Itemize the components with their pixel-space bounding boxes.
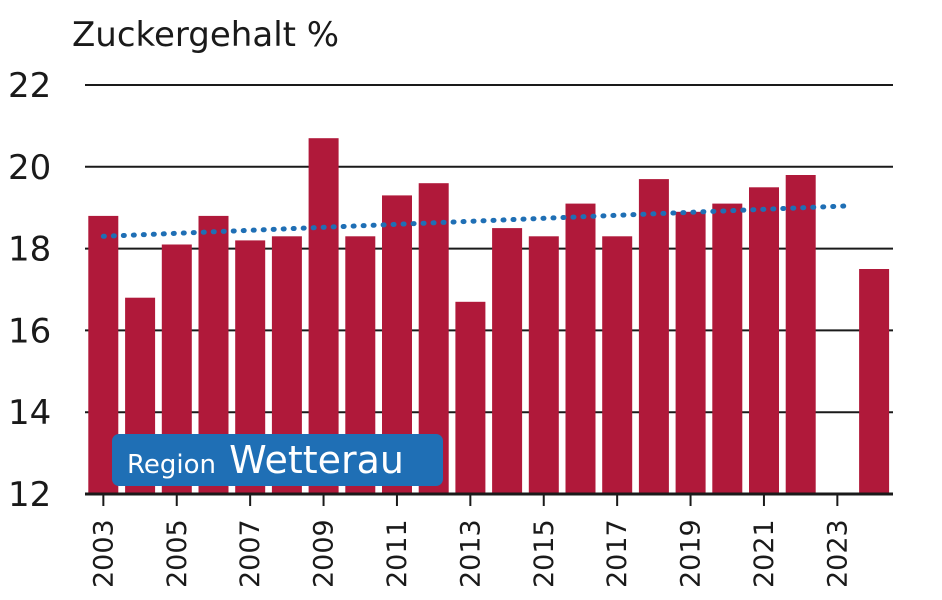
x-axis-tick-labels: 2003 2005 2007 2009 2011 2013 2015 2017 2019 2021… [88,519,853,588]
x-tick-label: 2017 [602,519,633,588]
y-tick-label: 14 [8,393,51,433]
x-axis [85,492,893,506]
x-tick-label: 2015 [529,519,560,588]
y-tick-label: 18 [8,230,51,270]
bar-2016 [565,203,596,494]
region-badge-text: Region Wetterau [127,438,404,482]
x-tick-label: 2003 [88,519,119,588]
x-tick-label: 2021 [749,519,780,588]
bar-2014 [492,228,523,494]
y-tick-label: 12 [8,475,51,515]
x-tick-label: 2005 [162,519,193,588]
x-tick-label: 2011 [382,519,413,588]
bar-2021 [749,187,779,495]
bar-2024 [859,269,890,494]
y-axis-tick-labels: 12 14 16 18 20 22 [8,66,51,515]
region-badge: Region Wetterau [112,434,443,486]
y-tick-label: 20 [8,148,51,188]
x-tick-label: 2007 [235,519,266,588]
region-badge-background [112,434,443,486]
bar-2015 [528,236,559,495]
y-tick-label: 16 [8,311,51,351]
chart-title: Zuckergehalt % [72,15,339,55]
y-tick-label: 22 [8,66,51,106]
x-tick-label: 2013 [455,519,486,588]
region-label: Region [127,450,216,480]
bar-2020 [712,203,743,494]
x-tick-label: 2009 [309,519,340,588]
bar-2018 [638,179,669,494]
bar-2019 [675,211,706,495]
x-tick-label: 2023 [822,519,853,588]
bar-2013 [455,301,486,494]
x-tick-label: 2019 [676,519,707,588]
bar-2017 [602,236,633,495]
bar-2022 [785,175,816,494]
region-name: Wetterau [229,438,404,482]
